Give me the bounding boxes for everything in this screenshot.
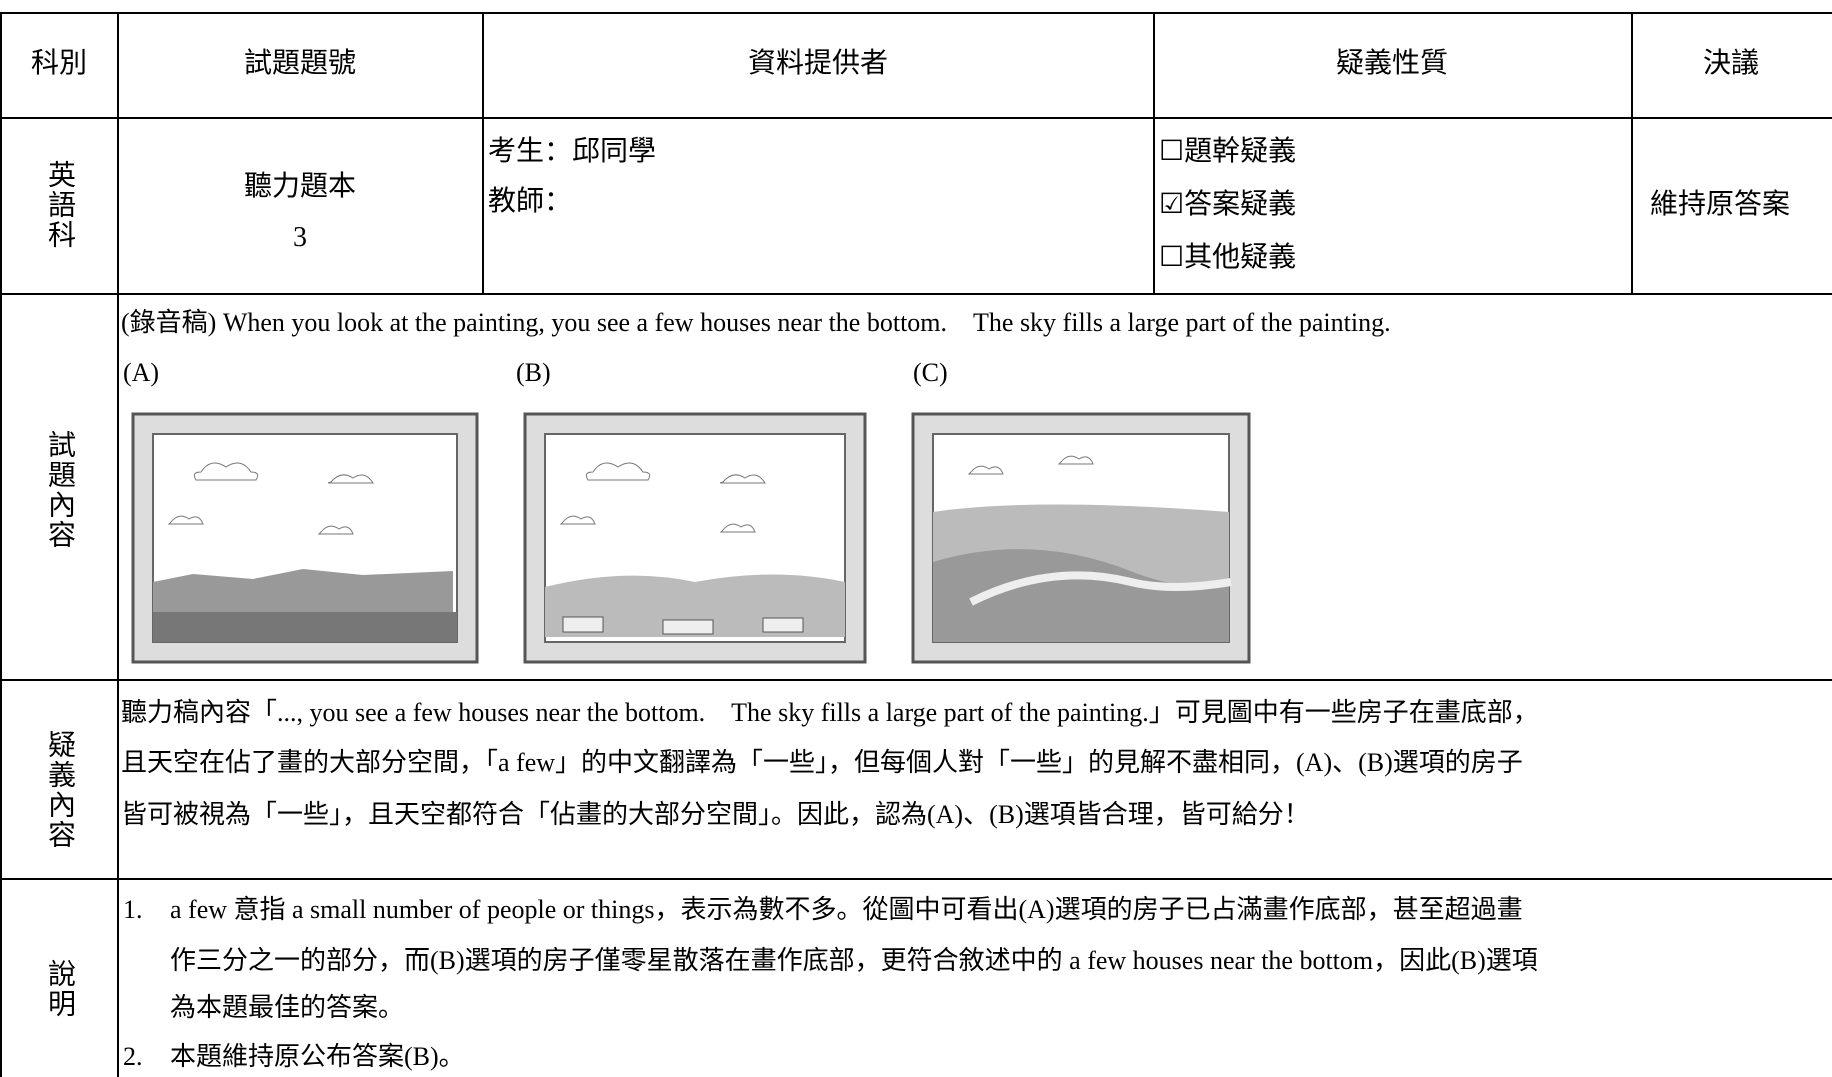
rule [0, 12, 1832, 14]
rule [482, 12, 484, 293]
header-cell: 科別 [30, 48, 88, 79]
rule [1153, 12, 1155, 293]
nature-option: ☑答案疑義 [1159, 189, 1297, 220]
rule [0, 878, 1832, 880]
provider: 考生：邱同學 [488, 136, 657, 167]
explanation-line: 作三分之一的部分，而(B)選項的房子僅零星散落在畫作底部，更符合敘述中的 a f… [170, 946, 1538, 975]
nature-option: ☐其他疑義 [1159, 242, 1297, 273]
doubt-line: 皆可被視為「一些」，且天空都符合「佔畫的大部分空間」。因此，認為(A)、(B)選… [121, 800, 1310, 829]
item-number: 2. [123, 1042, 143, 1071]
header-cell: 試題題號 [243, 48, 357, 79]
painting-b [523, 412, 867, 664]
header-cell: 決議 [1702, 48, 1760, 79]
decision: 維持原答案 [1650, 189, 1791, 220]
explanation-line: 為本題最佳的答案。 [170, 993, 405, 1022]
option-label: (B) [516, 358, 551, 387]
rule [0, 117, 1832, 119]
rule [0, 293, 1832, 295]
section-label: 疑義內容 [44, 730, 75, 850]
rule [0, 12, 2, 1077]
question-number: 聽力題本 [243, 171, 357, 202]
section-label: 試題內容 [44, 430, 75, 550]
section-label: 說明 [44, 959, 75, 1019]
painting-c [911, 412, 1251, 664]
option-label: (A) [123, 358, 160, 387]
header-cell: 疑義性質 [1335, 48, 1449, 79]
rule [1631, 12, 1633, 293]
doubt-line: 且天空在佔了畫的大部分空間，「a few」的中文翻譯為「一些」，但每個人對「一些… [121, 748, 1523, 777]
transcript: (錄音稿) When you look at the painting, you… [121, 308, 1391, 337]
rule [117, 12, 119, 1077]
option-label: (C) [913, 358, 948, 387]
explanation-line: a few 意指 a small number of people or thi… [170, 895, 1523, 924]
explanation-line: 本題維持原公布答案(B)。 [170, 1042, 465, 1071]
rule [0, 679, 1832, 681]
header-cell: 資料提供者 [747, 48, 889, 79]
painting-a [131, 412, 479, 664]
provider: 教師： [488, 186, 573, 217]
item-number: 1. [123, 895, 143, 924]
subject: 英語科 [44, 160, 75, 250]
question-number: 3 [293, 222, 307, 253]
doubt-line: 聽力稿內容「..., you see a few houses near the… [121, 698, 1539, 727]
nature-option: ☐題幹疑義 [1159, 136, 1297, 167]
